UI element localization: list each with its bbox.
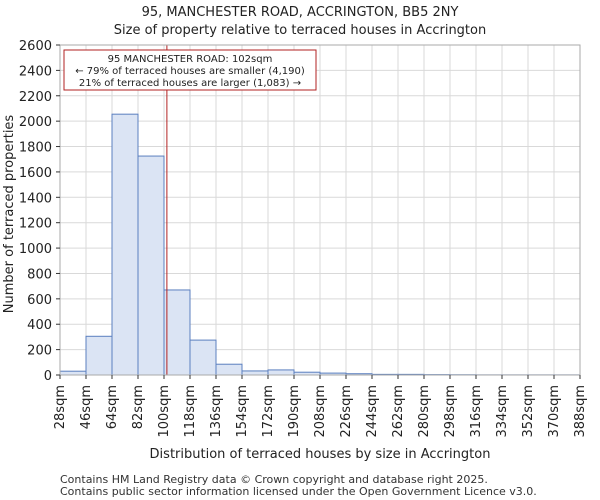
x-tick-label: 100sqm xyxy=(157,385,172,438)
footer-line-2: Contains public sector information licen… xyxy=(60,485,537,498)
y-axis-label: Number of terraced properties xyxy=(2,115,17,314)
x-tick-label: 190sqm xyxy=(287,385,302,438)
y-tick-label: 1800 xyxy=(19,141,52,156)
y-axis-ticks: 0 200 400 600 800 1000 1200 1400 1600 1800 2000 220… xyxy=(19,39,60,384)
x-axis-ticks: 28sqm 46sqm 64sqm 82sqm 100sqm 118sqm 136sqm 15… xyxy=(53,375,588,438)
y-tick-label: 800 xyxy=(27,267,52,282)
y-tick-label: 1000 xyxy=(19,242,52,257)
y-tick-label: 1400 xyxy=(19,191,52,206)
y-tick-label: 1200 xyxy=(19,217,52,232)
annotation-box xyxy=(63,49,317,91)
bar-118sqm xyxy=(189,339,217,376)
footer-line-1: Contains HM Land Registry data © Crown c… xyxy=(60,473,488,486)
x-tick-label: 208sqm xyxy=(313,385,328,438)
bar-172sqm xyxy=(267,369,295,376)
x-tick-label: 226sqm xyxy=(339,385,354,438)
chart-title: 95, MANCHESTER ROAD, ACCRINGTON, BB5 2NY xyxy=(142,5,459,20)
y-tick-label: 0 xyxy=(44,369,52,384)
x-tick-label: 64sqm xyxy=(105,385,120,429)
bar-46sqm xyxy=(85,335,113,376)
x-tick-label: 28sqm xyxy=(53,385,68,429)
bar-82sqm xyxy=(137,155,165,376)
x-tick-label: 352sqm xyxy=(521,385,536,438)
annotation-line-1: 95 MANCHESTER ROAD: 102sqm xyxy=(108,54,273,65)
x-tick-label: 334sqm xyxy=(495,385,510,438)
y-tick-label: 2400 xyxy=(19,64,52,79)
x-tick-label: 136sqm xyxy=(209,385,224,438)
marker-annotation: 95 MANCHESTER ROAD: 102sqm ← 79% of terr… xyxy=(63,49,317,91)
x-tick-label: 82sqm xyxy=(131,385,146,429)
y-tick-label: 2600 xyxy=(19,39,52,54)
x-tick-label: 172sqm xyxy=(261,385,276,438)
bar-100sqm xyxy=(163,289,191,376)
y-tick-label: 600 xyxy=(27,293,52,308)
annotation-line-3: 21% of terraced houses are larger (1,083… xyxy=(79,78,301,89)
y-tick-label: 2000 xyxy=(19,115,52,130)
chart-subtitle: Size of property relative to terraced ho… xyxy=(114,23,486,38)
y-tick-label: 200 xyxy=(27,344,52,359)
bar-64sqm xyxy=(111,113,139,376)
x-axis-label: Distribution of terraced houses by size … xyxy=(150,447,491,462)
y-tick-label: 2200 xyxy=(19,90,52,105)
annotation-line-2: ← 79% of terraced houses are smaller (4,… xyxy=(75,66,305,77)
bars-group xyxy=(59,113,581,376)
x-tick-label: 316sqm xyxy=(469,385,484,438)
bar-28sqm xyxy=(59,370,87,376)
x-tick-label: 262sqm xyxy=(391,385,406,438)
x-tick-label: 244sqm xyxy=(365,385,380,438)
x-tick-label: 370sqm xyxy=(547,385,562,438)
bar-136sqm xyxy=(215,363,243,376)
x-tick-label: 280sqm xyxy=(417,385,432,438)
y-tick-label: 1600 xyxy=(19,166,52,181)
y-tick-label: 400 xyxy=(27,318,52,333)
x-tick-label: 46sqm xyxy=(79,385,94,429)
bar-154sqm xyxy=(241,370,269,376)
x-tick-label: 388sqm xyxy=(573,385,588,438)
x-tick-label: 118sqm xyxy=(183,385,198,438)
x-tick-label: 154sqm xyxy=(235,385,250,438)
x-tick-label: 298sqm xyxy=(443,385,458,438)
